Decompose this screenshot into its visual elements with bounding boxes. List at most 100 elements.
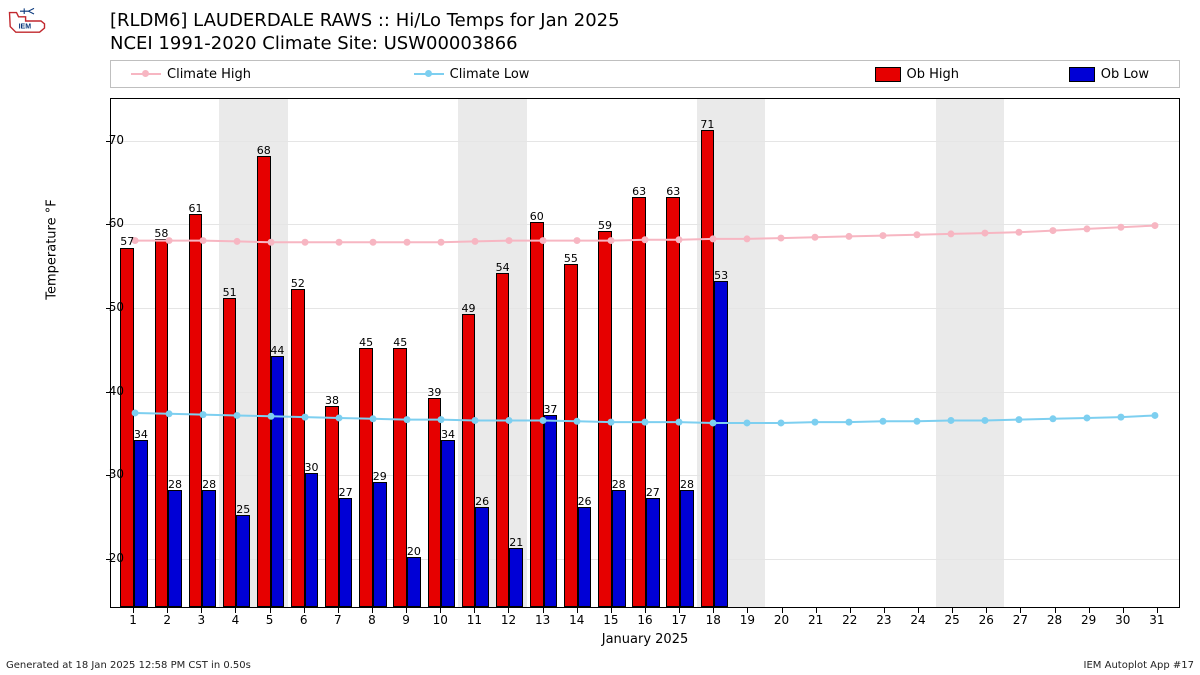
xtick-label: 6 [300, 613, 308, 627]
xtick-label: 9 [402, 613, 410, 627]
bar-label-low: 26 [475, 495, 489, 508]
bar-ob-high [223, 298, 237, 607]
x-axis-label: January 2025 [110, 632, 1180, 647]
climate-high-marker [811, 234, 818, 241]
bar-ob-low [612, 490, 626, 607]
climate-high-marker [1015, 229, 1022, 236]
legend-label: Climate High [167, 67, 251, 82]
xtick-label: 12 [501, 613, 516, 627]
bar-ob-low [168, 490, 182, 607]
ytick-label: 40 [109, 384, 124, 398]
xtick-label: 27 [1013, 613, 1028, 627]
xtick-label: 31 [1149, 613, 1164, 627]
climate-high-marker [438, 239, 445, 246]
bar-label-low: 53 [714, 269, 728, 282]
climate-high-marker [879, 232, 886, 239]
bar-ob-low [646, 498, 660, 607]
ytick-label: 30 [109, 467, 124, 481]
chart-area: 5734582861285125684452303827452945203934… [110, 98, 1180, 608]
legend-ob-low: Ob Low [1019, 67, 1179, 82]
bar-label-high: 61 [188, 202, 202, 215]
bar-ob-high [257, 156, 271, 607]
xtick-label: 22 [842, 613, 857, 627]
bar-label-high: 52 [291, 277, 305, 290]
climate-low-marker [879, 418, 886, 425]
xtick-label: 18 [706, 613, 721, 627]
bar-ob-high [530, 222, 544, 607]
xtick-label: 23 [876, 613, 891, 627]
climate-high-marker [845, 233, 852, 240]
bar-label-low: 21 [509, 536, 523, 549]
ytick-label: 20 [109, 551, 124, 565]
climate-high-marker [574, 237, 581, 244]
xtick-label: 1 [129, 613, 137, 627]
climate-low-marker [1049, 415, 1056, 422]
bar-ob-low [544, 415, 558, 607]
bar-ob-low [509, 548, 523, 607]
bar-label-low: 34 [134, 428, 148, 441]
chart-title: [RLDM6] LAUDERDALE RAWS :: Hi/Lo Temps f… [110, 10, 620, 55]
bar-ob-low [236, 515, 250, 607]
climate-low-marker [777, 419, 784, 426]
bar-label-low: 26 [578, 495, 592, 508]
legend-climate-high: Climate High [111, 67, 394, 82]
climate-high-marker [1151, 222, 1158, 229]
bar-label-low: 44 [270, 344, 284, 357]
climate-low-marker [1083, 414, 1090, 421]
xtick-label: 13 [535, 613, 550, 627]
bar-label-low: 34 [441, 428, 455, 441]
bar-label-high: 39 [427, 386, 441, 399]
xtick-label: 17 [671, 613, 686, 627]
bar-label-high: 45 [359, 336, 373, 349]
bar-label-low: 28 [168, 478, 182, 491]
legend-label: Ob Low [1101, 67, 1149, 82]
xtick-label: 3 [197, 613, 205, 627]
bar-label-low: 27 [339, 486, 353, 499]
bar-label-low: 27 [646, 486, 660, 499]
bar-ob-high [291, 289, 305, 607]
title-line-1: [RLDM6] LAUDERDALE RAWS :: Hi/Lo Temps f… [110, 10, 620, 33]
bar-label-high: 68 [257, 144, 271, 157]
climate-high-marker [404, 239, 411, 246]
legend-label: Ob High [907, 67, 960, 82]
bar-label-high: 54 [496, 261, 510, 274]
footer-app: IEM Autoplot App #17 [1084, 660, 1194, 671]
legend-label: Climate Low [450, 67, 530, 82]
xtick-label: 20 [774, 613, 789, 627]
bar-label-low: 29 [373, 470, 387, 483]
xtick-label: 2 [163, 613, 171, 627]
weekend-band [936, 99, 1004, 607]
bar-ob-high [359, 348, 373, 607]
bar-label-high: 57 [120, 235, 134, 248]
climate-low-marker [913, 418, 920, 425]
bar-label-high: 59 [598, 219, 612, 232]
xtick-label: 21 [808, 613, 823, 627]
legend-ob-high: Ob High [676, 67, 1019, 82]
bar-label-low: 30 [305, 461, 319, 474]
xtick-label: 15 [603, 613, 618, 627]
climate-high-marker [302, 239, 309, 246]
bar-label-high: 58 [154, 227, 168, 240]
bar-ob-low [680, 490, 694, 607]
iem-logo: IEM [6, 6, 48, 36]
bar-ob-high [496, 273, 510, 607]
bar-ob-low [373, 482, 387, 607]
climate-low-marker [1117, 414, 1124, 421]
bar-label-low: 37 [543, 403, 557, 416]
climate-high-marker [370, 239, 377, 246]
bar-ob-high [462, 314, 476, 607]
xtick-label: 10 [433, 613, 448, 627]
xtick-label: 24 [910, 613, 925, 627]
ytick-label: 70 [109, 133, 124, 147]
climate-low-marker [845, 419, 852, 426]
bar-ob-low [407, 557, 421, 607]
climate-high-marker [777, 235, 784, 242]
bar-label-low: 28 [202, 478, 216, 491]
bar-ob-low [475, 507, 489, 607]
climate-low-marker [1151, 412, 1158, 419]
xtick-label: 28 [1047, 613, 1062, 627]
xtick-label: 16 [637, 613, 652, 627]
bar-label-low: 28 [680, 478, 694, 491]
bar-ob-low [271, 356, 285, 607]
bar-ob-high [155, 239, 169, 607]
